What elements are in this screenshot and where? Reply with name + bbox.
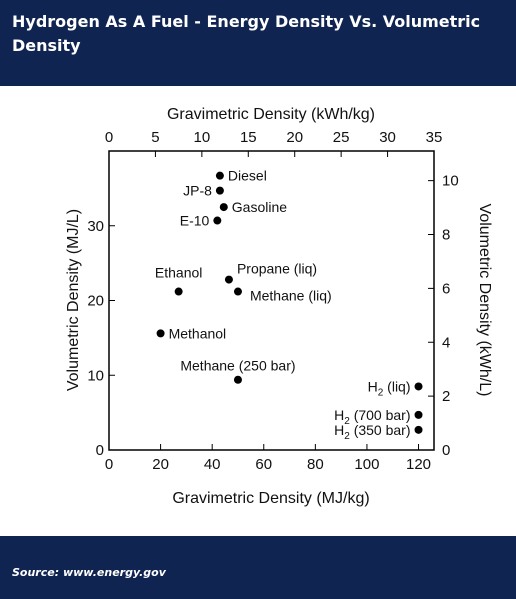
point-label: Gasoline xyxy=(232,199,287,215)
x-tick-label: 40 xyxy=(204,456,221,473)
footer-banner: Source: www.energy.gov xyxy=(0,536,516,599)
data-point xyxy=(215,171,224,180)
x-tick-label: 80 xyxy=(307,456,324,473)
x-tick-label: 0 xyxy=(105,456,113,473)
data-point xyxy=(213,216,222,225)
data-point xyxy=(414,425,423,434)
point-label: H2 (liq) xyxy=(368,378,411,398)
top-axis-label: Gravimetric Density (kWh/kg) xyxy=(167,106,375,123)
x-tick-label: 20 xyxy=(152,456,169,473)
y2-tick-label: 2 xyxy=(442,388,450,405)
data-point xyxy=(215,186,224,195)
point-label: H2 (700 bar) xyxy=(334,407,410,427)
header-banner: Hydrogen As A Fuel - Energy Density Vs. … xyxy=(0,0,516,86)
x2-tick-label: 30 xyxy=(379,129,396,146)
data-point xyxy=(224,275,233,284)
x-tick-label: 100 xyxy=(354,456,379,473)
scatter-chart: 0 20 40 60 80 100 120 0 5 10 15 20 25 30 35 0 10 20 30 0 2 4 6… xyxy=(65,106,493,507)
x2-tick-label: 15 xyxy=(240,129,257,146)
point-label: Diesel xyxy=(228,168,267,184)
y2-tick-label: 10 xyxy=(442,173,459,190)
y-tick-label: 10 xyxy=(87,367,104,384)
right-axis-label: Volumetric Density (kWh/L) xyxy=(476,204,493,397)
data-point xyxy=(233,375,242,384)
bottom-axis-label: Gravimetric Density (MJ/kg) xyxy=(172,490,369,507)
data-point xyxy=(414,382,423,391)
y-tick-label: 20 xyxy=(87,293,104,310)
y2-tick-label: 6 xyxy=(442,280,450,297)
y2-tick-label: 8 xyxy=(442,227,450,244)
left-axis-label: Volumetric Density (MJ/L) xyxy=(65,209,82,391)
point-label: E-10 xyxy=(180,213,210,229)
point-label: Ethanol xyxy=(155,265,202,281)
x-tick-label: 60 xyxy=(255,456,272,473)
page-title: Hydrogen As A Fuel - Energy Density Vs. … xyxy=(12,12,481,55)
x2-tick-label: 20 xyxy=(286,129,303,146)
point-label: Methane (250 bar) xyxy=(180,358,295,374)
x2-tick-label: 35 xyxy=(426,129,443,146)
y2-tick-label: 0 xyxy=(442,442,450,459)
point-label: Methanol xyxy=(169,325,227,341)
y-tick-label: 0 xyxy=(96,442,104,459)
x2-tick-label: 10 xyxy=(194,129,211,146)
data-point xyxy=(219,203,228,212)
x-tick-label: 120 xyxy=(406,456,431,473)
x2-tick-label: 25 xyxy=(333,129,350,146)
point-label: Methane (liq) xyxy=(250,288,332,304)
point-label: Propane (liq) xyxy=(237,261,317,277)
y2-tick-label: 4 xyxy=(442,334,450,351)
data-point xyxy=(174,287,183,296)
x2-tick-label: 5 xyxy=(151,129,159,146)
point-label: JP-8 xyxy=(183,183,212,199)
x2-tick-label: 0 xyxy=(105,129,113,146)
y-tick-label: 30 xyxy=(87,218,104,235)
data-point xyxy=(233,287,242,296)
data-point xyxy=(156,329,165,338)
point-label: H2 (350 bar) xyxy=(334,422,410,442)
data-point xyxy=(414,410,423,419)
source-caption: Source: www.energy.gov xyxy=(12,566,166,579)
